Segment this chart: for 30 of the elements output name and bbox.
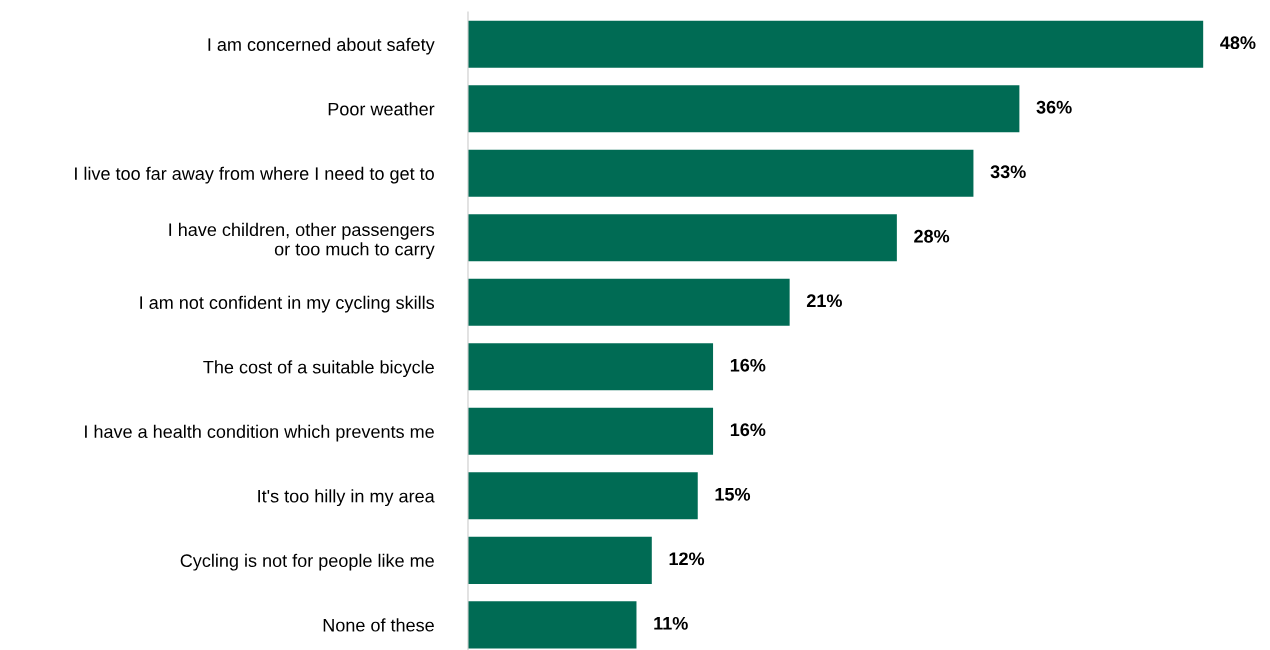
y-tick-label: I have children, other passengers or too much to carry <box>169 222 435 260</box>
y-tick-label: None of these <box>323 618 434 632</box>
data-label: 15% <box>715 487 751 501</box>
y-tick-label: It's too hilly in my area <box>258 489 435 507</box>
data-label: 33% <box>990 165 1026 179</box>
y-tick-label: Cycling is not for people like me <box>180 553 434 571</box>
bar <box>468 343 714 391</box>
data-label: 28% <box>914 229 950 243</box>
bar <box>468 149 974 197</box>
bar <box>468 214 897 262</box>
data-label: 21% <box>806 294 842 308</box>
data-label: 12% <box>669 552 705 566</box>
bar <box>468 601 637 649</box>
y-tick-label: I live too far away from where I need to get to <box>75 166 434 184</box>
bar <box>468 472 698 520</box>
y-tick-label: I am concerned about safety <box>208 37 435 55</box>
bar <box>468 278 790 326</box>
bar <box>468 407 714 455</box>
bar <box>468 85 1020 133</box>
data-label: 11% <box>654 616 688 630</box>
bar <box>468 536 652 584</box>
data-label: 16% <box>730 423 766 437</box>
y-tick-label: The cost of a suitable bicycle <box>203 360 434 378</box>
y-tick-label: I am not confident in my cycling skills <box>140 295 435 313</box>
data-label: 48% <box>1220 36 1256 50</box>
y-tick-label: Poor weather <box>328 102 435 116</box>
data-label: 36% <box>1036 100 1072 114</box>
data-label: 16% <box>730 358 766 372</box>
y-tick-label: I have a health condition which prevents me <box>85 424 434 442</box>
bar <box>468 20 1204 68</box>
